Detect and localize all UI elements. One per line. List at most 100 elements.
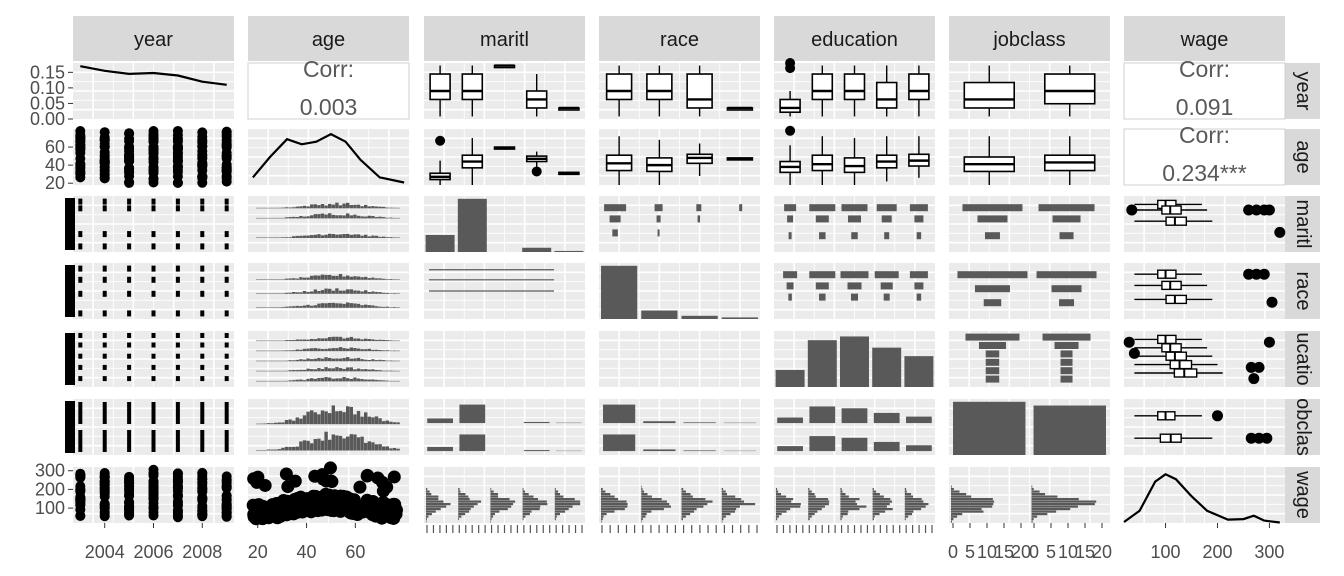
hist-bar [259,380,263,382]
hist-bar [392,447,397,451]
hist-bar [306,411,310,425]
hist-bar [317,368,321,372]
hist-bar [490,500,516,503]
hist-bar [270,207,274,209]
cat-bar [787,215,794,223]
hist-bar [681,510,695,513]
count-mark [151,265,156,272]
hist-bar [374,379,379,382]
hist-bar [310,369,314,372]
hist-bar [295,292,299,294]
hist-bar [522,515,526,518]
hist-bar [356,378,361,382]
scatter-point [310,501,324,515]
hist-bar [281,293,285,294]
hist-bar [324,234,328,238]
hist-bar [310,443,314,451]
hist-bar [374,339,379,342]
hist-bar [371,277,375,280]
panel-r4-c3 [599,331,760,387]
hist-bar [840,498,860,501]
boxplot-year_by_maritl-2 [493,64,516,69]
hist-bar [904,488,907,491]
hist-bar [367,292,371,294]
hist-bar [721,488,724,491]
hist-bar [349,434,353,451]
column-strip-label-year: year [134,29,173,51]
hist-bar [396,360,400,362]
hist-bar [302,369,307,372]
hist-bar [306,277,310,280]
hist-bar [310,410,314,425]
cat-bar [962,204,1023,212]
hist-bar [284,217,289,219]
x-tick-label: 5 [965,542,975,562]
hist-bar [458,513,466,516]
cat-bar [851,293,858,301]
scatter-point [365,499,379,513]
hist-bar [256,380,260,382]
bar-maritl-3 [522,247,552,252]
scatter-point [221,171,232,182]
boxplot-year_by_jobclass-0 [963,65,1016,117]
cat-bar [1060,358,1073,366]
count-mark [151,376,156,382]
hist-bar [951,495,972,498]
count-mark [78,376,83,382]
hist-bar [277,370,281,372]
cat-bar [985,367,1000,375]
hist-bar [277,380,281,382]
cat-bar [974,285,1010,293]
hist-bar [266,293,271,294]
scatter-point [344,506,358,520]
hist-bar [259,307,263,308]
cat-bar [914,282,924,290]
hist-bar [306,216,310,219]
x-tick-label: 10 [977,542,997,562]
hist-bar [378,418,382,425]
hist-bar [306,378,310,382]
hist-bar [1031,498,1079,501]
bar-jobclass-0 [953,401,1026,455]
hist-bar [371,349,375,352]
hist-bar [490,490,494,493]
hist-bar [872,503,890,506]
scatter-point [148,173,159,184]
scatter-point [172,482,183,493]
hist-bar [259,207,263,209]
count-mark [175,402,180,424]
hist-bar [284,446,289,451]
hist-bar [259,237,263,238]
hist-bar [274,380,278,382]
hist-bar [522,513,530,516]
hist-bar [1031,493,1046,496]
hist-bar [378,444,382,451]
scatter-point [197,159,208,170]
hist-bar [274,307,278,308]
cat-bar [883,293,890,301]
count-mark [224,276,229,283]
scatter-point [75,484,86,495]
cat-bar [841,408,868,424]
boxplot-age_by_education-0 [779,145,801,185]
cat-bar [841,204,868,212]
hist-bar [266,340,271,342]
boxplot-age_by_race-1 [646,139,673,185]
y-tick-label: 0.10 [30,78,65,98]
hist-bar [554,503,581,506]
panel-r4-c2 [424,331,585,387]
count-mark [175,205,180,212]
x-tick-label: 100 [1151,542,1181,562]
hist-bar [292,370,296,372]
hist-bar [392,207,397,209]
y-tick-label: 0.15 [30,62,65,82]
hist-bar [601,515,604,518]
hist-bar [306,368,310,372]
hist-bar [360,359,364,362]
hist-bar [840,513,848,516]
scatter-point [75,469,86,480]
hist-bar [324,367,328,372]
hist-bar [364,359,368,362]
cat-bar [1060,367,1073,375]
hist-bar [371,215,375,219]
